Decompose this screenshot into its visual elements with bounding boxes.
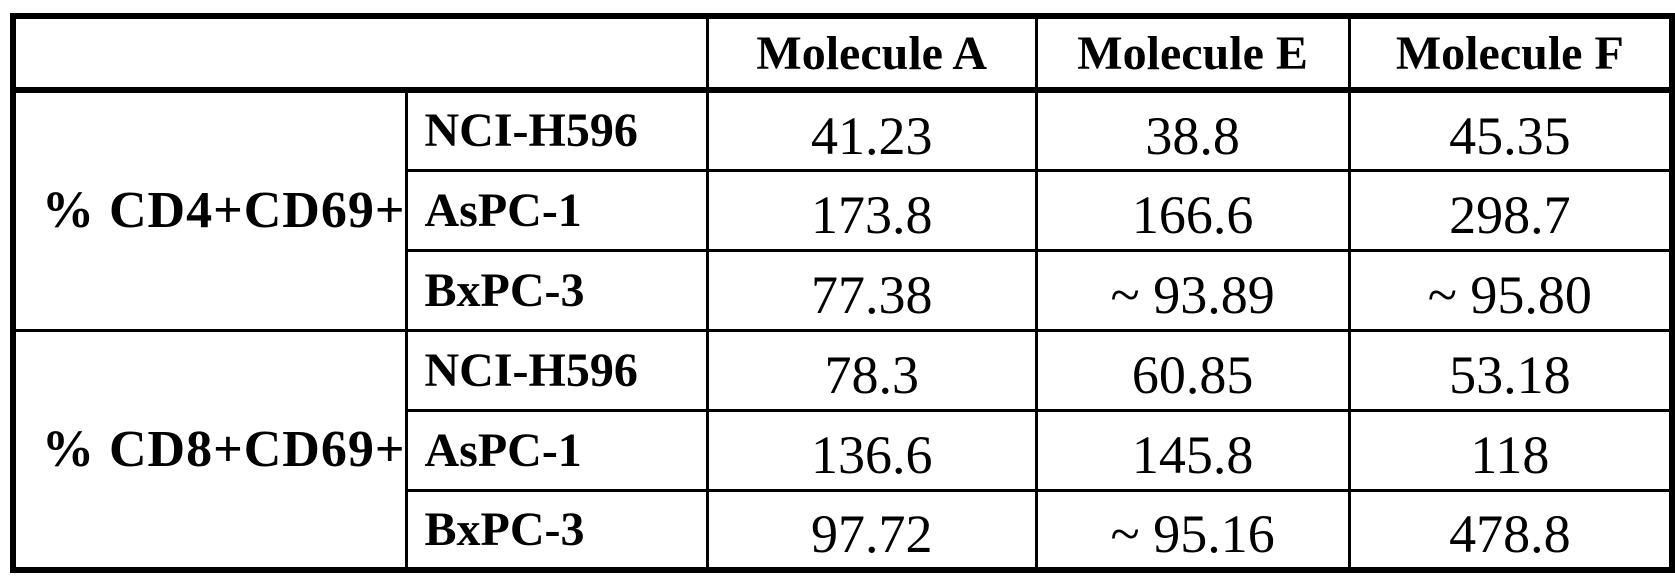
- value-cell: ~ 93.89: [1034, 248, 1351, 332]
- value-cell: 136.6: [705, 408, 1038, 492]
- table-row: AsPC-1 136.6 145.8 118: [13, 408, 1674, 492]
- table-row: % CD4+CD69+ NCI-H596 41.23 38.8 45.35: [11, 88, 1674, 332]
- value-cell: ~ 95.80: [1347, 248, 1674, 332]
- results-table: Molecule A Molecule E Molecule F % CD4+C…: [10, 13, 1675, 573]
- header-row: Molecule A Molecule E Molecule F: [11, 14, 1674, 93]
- cell-line-label: AsPC-1: [405, 408, 709, 492]
- cell-line-label: BxPC-3: [405, 488, 709, 572]
- value-cell: ~ 95.16: [1034, 488, 1351, 572]
- value-cell: 78.3: [705, 328, 1038, 412]
- value-cell: 145.8: [1034, 408, 1351, 492]
- value-cell: 41.23: [705, 88, 1038, 172]
- value-cell: 298.7: [1347, 168, 1674, 252]
- value-cell: 45.35: [1347, 88, 1674, 172]
- group-label-cd8-cd69: % CD8+CD69+: [11, 328, 409, 572]
- value-cell: 60.85: [1034, 328, 1351, 412]
- value-cell: 118: [1347, 408, 1674, 492]
- table-row: AsPC-1 173.8 166.6 298.7: [13, 168, 1674, 252]
- table-row: BxPC-3 77.38 ~ 93.89 ~ 95.80: [13, 248, 1674, 332]
- cell-line-label: AsPC-1: [405, 168, 709, 252]
- value-cell: 38.8: [1034, 88, 1351, 172]
- value-cell: 166.6: [1034, 168, 1351, 252]
- column-header-molecule-f: Molecule F: [1347, 14, 1674, 93]
- table-row: % CD8+CD69+ NCI-H596 78.3 60.85 53.18: [11, 328, 1674, 572]
- group-label-cd4-cd69: % CD4+CD69+: [11, 88, 409, 332]
- cell-line-label: NCI-H596: [405, 328, 709, 412]
- value-cell: 478.8: [1347, 488, 1674, 572]
- results-table-container: Molecule A Molecule E Molecule F % CD4+C…: [10, 13, 1675, 573]
- corner-cell: [11, 14, 709, 93]
- value-cell: 97.72: [705, 488, 1038, 572]
- table-row: BxPC-3 97.72 ~ 95.16 478.8: [13, 488, 1674, 572]
- value-cell: 53.18: [1347, 328, 1674, 412]
- value-cell: 173.8: [705, 168, 1038, 252]
- cell-line-label: NCI-H596: [405, 88, 709, 172]
- cell-line-label: BxPC-3: [405, 248, 709, 332]
- column-header-molecule-a: Molecule A: [705, 14, 1038, 93]
- value-cell: 77.38: [705, 248, 1038, 332]
- column-header-molecule-e: Molecule E: [1034, 14, 1351, 93]
